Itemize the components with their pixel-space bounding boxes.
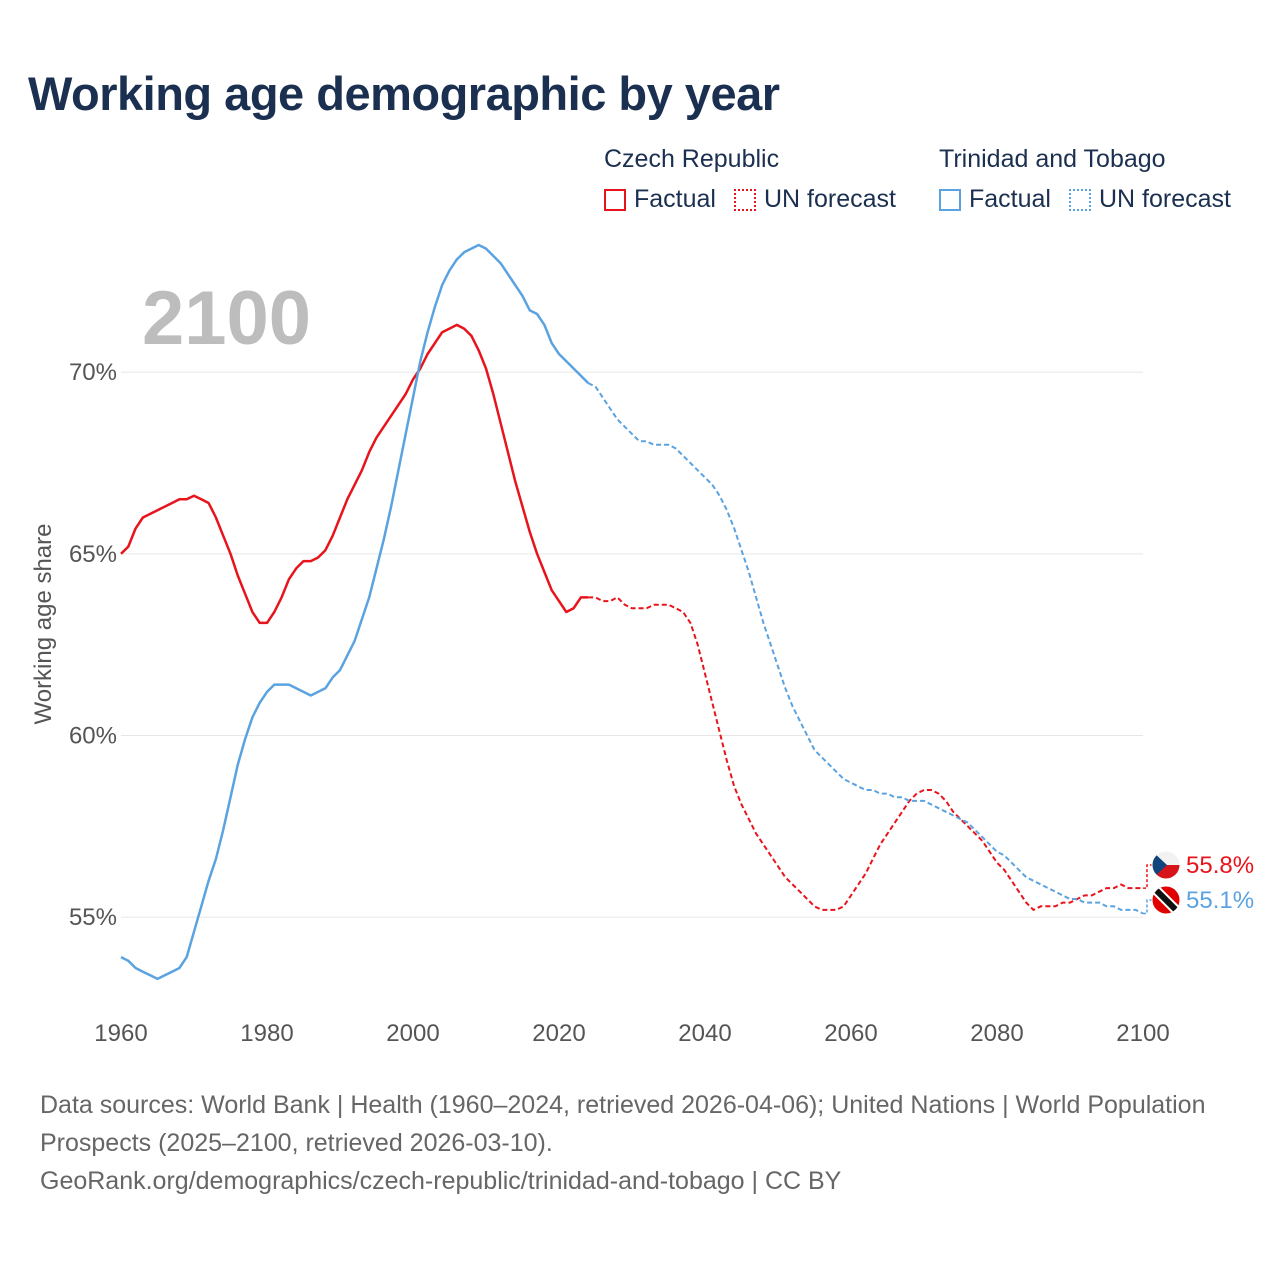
x-tick-label: 2040 xyxy=(678,1020,731,1047)
trinidad-flag xyxy=(1151,885,1181,915)
attribution: GeoRank.org/demographics/czech-republic/… xyxy=(40,1167,842,1195)
y-tick-label: 55% xyxy=(69,904,117,931)
x-tick-label: 2080 xyxy=(970,1020,1023,1047)
x-tick-label: 1960 xyxy=(94,1020,147,1047)
x-tick-label: 1980 xyxy=(240,1020,293,1047)
y-tick-label: 65% xyxy=(69,541,117,568)
line-chart: 2100 Working age share 55% 60% 65% 70% 1960… xyxy=(30,243,1254,1047)
legend-label: UN forecast xyxy=(1098,185,1231,213)
chart-title: Working age demographic by year xyxy=(28,67,780,120)
line-trinidad-forecast xyxy=(587,382,1144,915)
end-value-label-czech: 55.8% xyxy=(1186,852,1254,879)
line-czech-factual xyxy=(120,323,589,625)
czech-flag xyxy=(1151,850,1181,880)
legend-country-czech: Czech Republic xyxy=(604,145,780,173)
data-sources: Data sources: World Bank | Health (1960–… xyxy=(40,1091,1206,1157)
legend-swatch-dotted xyxy=(733,188,756,211)
x-tick-label: 2020 xyxy=(532,1020,585,1047)
x-tick-label: 2000 xyxy=(386,1020,439,1047)
y-tick-label: 70% xyxy=(69,359,117,386)
legend-country-trinidad: Trinidad and Tobago xyxy=(939,145,1166,173)
y-axis-label: Working age share xyxy=(30,524,57,725)
line-czech-forecast xyxy=(588,596,1143,912)
legend-czech-factual[interactable]: Factual xyxy=(604,185,716,214)
leader-line xyxy=(1143,864,1153,889)
x-tick-label: 2100 xyxy=(1116,1020,1169,1047)
legend-label: UN forecast xyxy=(763,185,896,213)
current-year-label: 2100 xyxy=(142,276,311,361)
legend-czech: Czech Republic Factual UN forecast xyxy=(604,143,914,214)
legend-trinidad-factual[interactable]: Factual xyxy=(939,185,1051,214)
x-tick-label: 2060 xyxy=(824,1020,877,1047)
line-trinidad-factual xyxy=(120,243,590,981)
footer: Data sources: World Bank | Health (1960–… xyxy=(40,1086,1240,1200)
legend-swatch-solid xyxy=(604,188,626,211)
legend-label: Factual xyxy=(969,185,1051,213)
legend-czech-forecast[interactable]: UN forecast xyxy=(733,185,896,214)
legend-trinidad-forecast[interactable]: UN forecast xyxy=(1068,185,1231,214)
legend-trinidad: Trinidad and Tobago Factual UN forecast xyxy=(939,143,1249,214)
y-tick-label: 60% xyxy=(69,723,117,750)
leader-line xyxy=(1143,899,1153,915)
legend-label: Factual xyxy=(634,185,716,213)
legend-swatch-solid xyxy=(939,188,961,211)
end-value-label-trinidad: 55.1% xyxy=(1186,887,1254,914)
legend-swatch-dotted xyxy=(1068,188,1091,211)
